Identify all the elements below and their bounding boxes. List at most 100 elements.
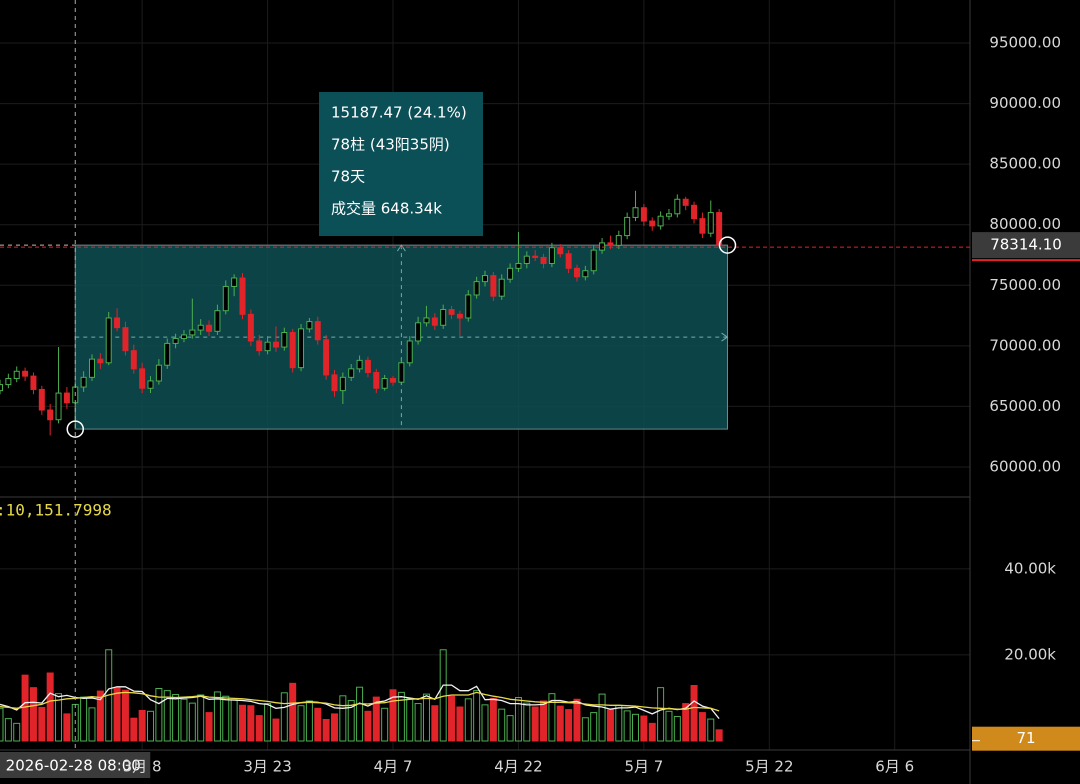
volume-bar <box>431 705 439 742</box>
y-tick-label: 85000.00 <box>989 155 1061 173</box>
candle-body <box>665 213 672 217</box>
measure-arrow <box>396 244 406 252</box>
volume-bar <box>347 700 355 742</box>
volume-bar <box>707 718 715 742</box>
volume-bar <box>598 693 606 742</box>
x-tick-label: 3月 23 <box>243 758 291 776</box>
volume-bar <box>130 717 138 742</box>
candle-body <box>682 198 689 206</box>
volume-bar <box>698 712 706 742</box>
candle-body <box>582 270 589 278</box>
volume-bar <box>514 697 522 742</box>
volume-bar <box>364 710 372 742</box>
candle-body <box>323 339 330 376</box>
volume-bar <box>272 718 280 742</box>
x-tick-label: 4月 7 <box>374 758 413 776</box>
candle-body <box>699 218 706 234</box>
volume-bar <box>556 705 564 742</box>
candle-body <box>272 341 279 348</box>
last-price-box <box>972 232 1080 259</box>
volume-bar <box>464 698 472 742</box>
candle-body <box>47 409 54 421</box>
volume-bar <box>255 715 263 742</box>
x-tick-label: 5月 22 <box>745 758 793 776</box>
candle-body <box>38 388 45 411</box>
volume-bar <box>163 690 171 742</box>
volume-bar <box>314 707 322 742</box>
volume-bar <box>389 689 397 742</box>
candle-body <box>22 370 29 377</box>
candle-body <box>256 340 263 352</box>
candle-body <box>565 253 572 269</box>
candle-body <box>88 358 95 378</box>
candle-body <box>624 216 631 237</box>
candle-body <box>390 378 397 383</box>
candle-body <box>523 255 530 264</box>
candle-body <box>5 378 12 386</box>
candle-body <box>114 317 121 329</box>
candle-body <box>130 350 137 370</box>
volume-bar <box>715 729 723 742</box>
candle-body <box>231 277 238 287</box>
volume-bar <box>121 689 129 742</box>
volume-bar <box>356 686 364 742</box>
measure-end <box>718 236 737 254</box>
volume-bar <box>456 706 464 742</box>
candle-body <box>206 324 213 332</box>
candle-body <box>490 275 497 297</box>
candle-body <box>707 212 714 234</box>
volume-bar <box>422 693 430 742</box>
candle-body <box>339 376 346 392</box>
volume-bar <box>372 696 380 742</box>
measure-start <box>66 420 85 438</box>
measure-tooltip-text: 78柱 (43阳35阴) <box>331 136 450 154</box>
candle-body <box>640 207 647 222</box>
volume-bar <box>155 687 163 742</box>
candle-body <box>139 368 146 389</box>
volume-bar <box>339 695 347 742</box>
plot-area <box>0 190 729 742</box>
candle-body <box>532 255 539 258</box>
candle-body <box>122 327 129 352</box>
candle-body <box>515 262 522 269</box>
candle-body <box>13 370 20 380</box>
candle-body <box>473 281 480 296</box>
volume-bar <box>397 691 405 742</box>
candle-body <box>691 204 698 220</box>
candle-body <box>573 267 580 278</box>
volume-bar <box>0 707 4 742</box>
volume-bar <box>180 698 188 742</box>
x-tick-label: 4月 22 <box>494 758 542 776</box>
candle-body <box>398 362 405 383</box>
volume-bar <box>247 705 255 742</box>
volume-bar <box>63 713 71 742</box>
volume-bar <box>640 715 648 742</box>
candle-body <box>331 374 338 392</box>
candle-body <box>30 375 37 390</box>
volume-bar <box>13 722 21 742</box>
volume-bar <box>222 695 230 742</box>
volume-bar <box>38 706 46 742</box>
candle-body <box>63 392 70 404</box>
volume-bar <box>473 690 481 742</box>
candle-body <box>264 341 271 352</box>
volume-bar <box>540 700 548 742</box>
volume-bar <box>88 707 96 742</box>
last-volume-box <box>972 726 1080 751</box>
volume-bar <box>138 709 146 742</box>
volume-bar <box>113 687 121 742</box>
y-tick-label: 70000.00 <box>989 336 1061 354</box>
volume-bar <box>188 702 196 742</box>
candle-body <box>548 247 555 264</box>
volume-bar <box>565 709 573 742</box>
y-tick-label: 65000.00 <box>989 397 1061 415</box>
volume-bar <box>197 694 205 742</box>
volume-bar <box>673 715 681 742</box>
volume-bar <box>523 702 531 742</box>
volume-bar <box>506 715 514 742</box>
volume-bar <box>280 692 288 742</box>
volume-bar <box>147 710 155 742</box>
volume-bar <box>381 707 389 742</box>
